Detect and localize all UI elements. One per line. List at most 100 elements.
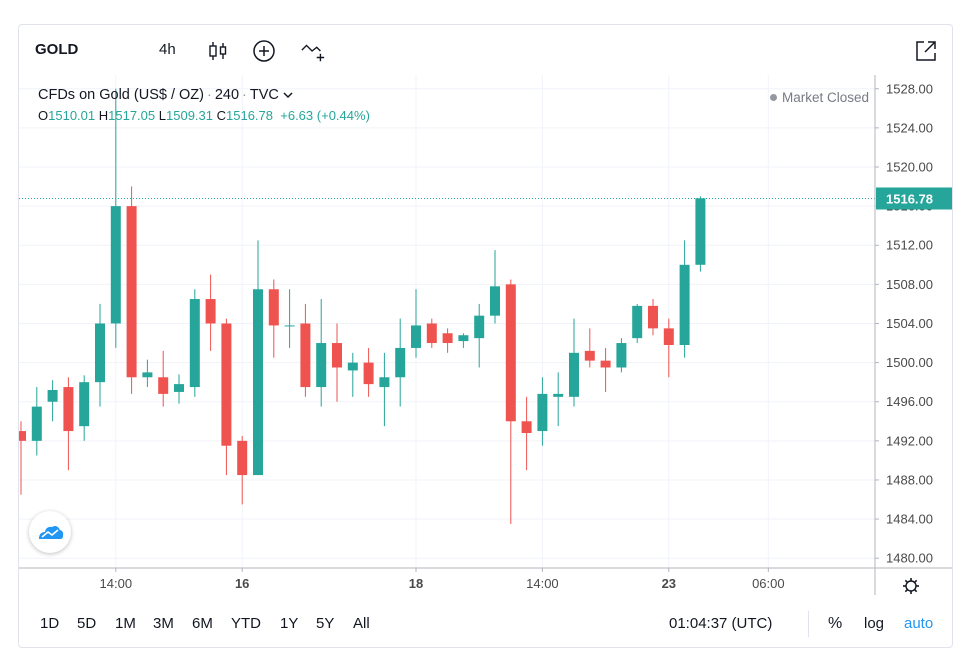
candlestick-chart[interactable]: 1480.00 1484.00 1488.00 1492.00 1496.00 1500.…	[19, 75, 953, 595]
market-status: Market Closed	[769, 90, 869, 105]
candle-body	[695, 198, 706, 265]
time-axis-label: 16	[235, 576, 249, 591]
chart-widget: GOLD 4h 1480.00 1484.00 1488.00 1492.00 1496…	[18, 24, 953, 648]
candle-body	[158, 377, 169, 394]
candle	[648, 299, 658, 336]
candle-body	[47, 389, 58, 402]
candles	[19, 88, 706, 524]
add-indicator-icon[interactable]	[251, 38, 277, 64]
ohlc-values: O1510.01 H1517.05 L1509.31 C1516.78 +6.6…	[38, 108, 370, 123]
candle-body	[505, 284, 516, 422]
candle	[584, 328, 595, 368]
candle-body	[648, 305, 658, 329]
price-axis-label: 1528.00	[886, 81, 933, 96]
status-dot-icon	[769, 94, 777, 101]
candle-body	[553, 393, 564, 397]
candle	[663, 318, 674, 378]
candle	[79, 375, 90, 441]
time-axis-label: 14:00	[100, 576, 133, 591]
range-1d[interactable]: 1D	[40, 615, 60, 632]
candle-body	[31, 406, 42, 441]
time-axis-label: 18	[409, 576, 423, 591]
range-ytd[interactable]: YTD	[231, 615, 261, 632]
range-all[interactable]: All	[353, 615, 370, 632]
candle	[19, 421, 26, 495]
candle-body	[411, 325, 421, 348]
candle	[363, 347, 374, 397]
candle	[253, 240, 263, 476]
candle	[458, 333, 469, 348]
candle-body	[316, 343, 327, 388]
compare-icon[interactable]	[300, 38, 326, 64]
candle	[316, 299, 327, 407]
candle-body	[300, 323, 311, 388]
interval-selector[interactable]: 4h	[159, 41, 176, 58]
range-1y[interactable]: 1Y	[280, 615, 299, 632]
source-label[interactable]: TVC	[249, 87, 279, 103]
candle	[174, 374, 184, 404]
candles-icon[interactable]	[205, 38, 231, 64]
chevron-down-icon[interactable]	[283, 91, 293, 99]
candle-body	[221, 323, 232, 446]
candle	[426, 318, 437, 348]
candle-body	[95, 323, 105, 383]
tradingview-logo[interactable]	[29, 511, 71, 553]
range-1m[interactable]: 1M	[115, 615, 136, 632]
candle-body	[616, 343, 627, 368]
resolution-label: 240	[214, 87, 240, 103]
range-5d[interactable]: 5D	[77, 615, 97, 632]
candle-body	[600, 360, 611, 368]
percent-scale-toggle[interactable]: %	[828, 615, 843, 632]
candle-body	[332, 343, 342, 368]
utc-clock[interactable]: 01:04:37 (UTC)	[669, 615, 773, 632]
grid	[19, 75, 875, 568]
candle	[632, 303, 643, 344]
candle	[237, 435, 248, 505]
candle-body	[284, 325, 295, 327]
candle	[569, 318, 579, 407]
candle	[553, 372, 564, 427]
price-chart[interactable]: 1480.00 1484.00 1488.00 1492.00 1496.00 1500.…	[19, 75, 953, 595]
price-axis-label: 1500.00	[886, 355, 933, 370]
candle-body	[19, 431, 26, 441]
candle	[300, 303, 311, 397]
candle	[347, 352, 358, 397]
candle-body	[632, 305, 643, 339]
range-5y[interactable]: 5Y	[316, 615, 335, 632]
candle	[490, 250, 500, 324]
fullscreen-icon[interactable]	[913, 38, 939, 64]
candle	[95, 303, 105, 407]
auto-scale-toggle[interactable]: auto	[904, 615, 934, 632]
candle	[600, 347, 611, 392]
price-axis-bg	[875, 75, 952, 568]
last-price-badge	[876, 187, 952, 210]
range-6m[interactable]: 6M	[192, 615, 213, 632]
candle-body	[395, 347, 406, 378]
candle-body	[569, 352, 579, 397]
candle	[616, 338, 627, 373]
range-3m[interactable]: 3M	[153, 615, 174, 632]
candle-body	[126, 206, 137, 378]
candle	[521, 396, 532, 471]
candle-body	[347, 362, 358, 371]
candle	[189, 289, 200, 397]
change-value: +6.63	[280, 108, 314, 123]
instrument-name[interactable]: CFDs on Gold (US$ / OZ)	[38, 87, 204, 103]
candle-body	[63, 387, 74, 432]
price-axis-label: 1496.00	[886, 394, 933, 409]
candle	[126, 186, 137, 394]
candle	[395, 318, 406, 407]
candle	[474, 303, 485, 368]
candle	[221, 318, 232, 476]
low-value: 1509.31	[166, 108, 213, 123]
price-axis-label: 1492.00	[886, 433, 933, 448]
symbol-name[interactable]: GOLD	[35, 41, 79, 58]
candle-body	[174, 384, 184, 392]
settings-gear-icon[interactable]	[903, 578, 919, 594]
series-legend: CFDs on Gold (US$ / OZ) · 240 · TVC	[38, 87, 293, 103]
log-scale-toggle[interactable]: log	[864, 615, 885, 632]
candle	[679, 240, 690, 358]
price-axis-label: 1512.00	[886, 238, 933, 253]
candle	[505, 279, 516, 524]
low-label: L	[158, 108, 166, 123]
